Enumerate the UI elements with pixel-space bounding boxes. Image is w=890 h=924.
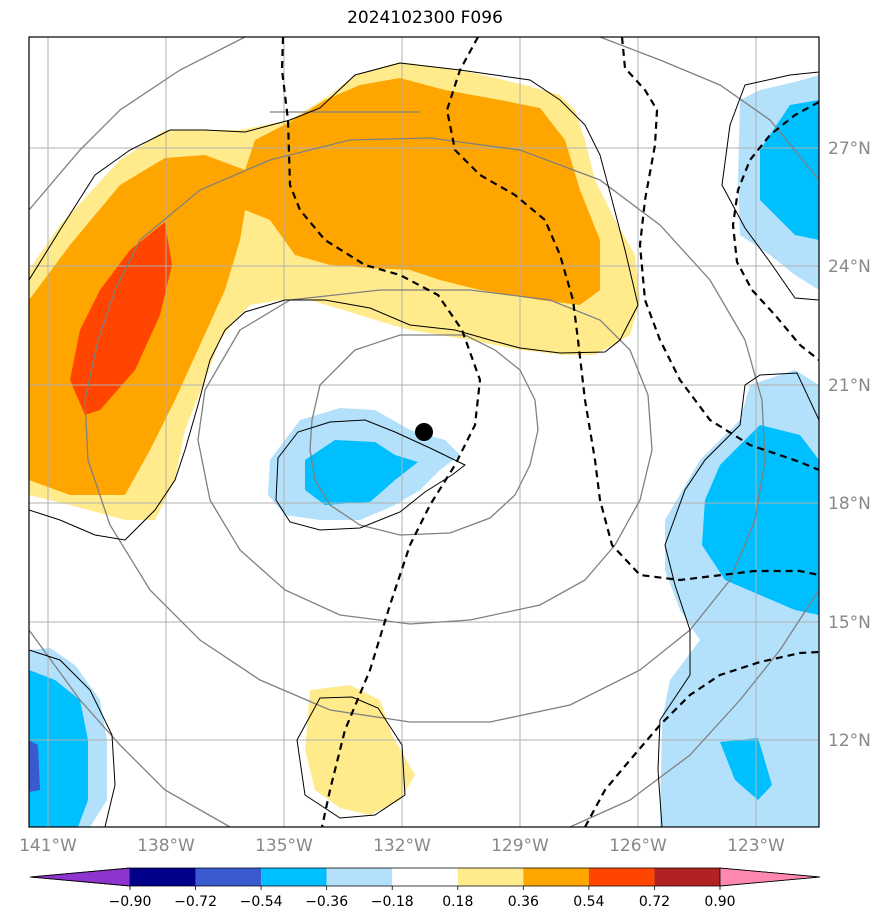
lon-label: 141°W bbox=[19, 836, 77, 856]
colorbar-tick-label: −0.54 bbox=[240, 894, 283, 910]
colorbar-segment bbox=[654, 868, 720, 886]
gridlines bbox=[29, 37, 819, 827]
colorbar-segment bbox=[523, 868, 589, 886]
dashed-contour-5 bbox=[584, 650, 819, 827]
shade-orange-main bbox=[29, 78, 600, 495]
colorbar-tick-label: 0.72 bbox=[639, 894, 670, 910]
dashed-contour-1 bbox=[280, 37, 482, 827]
colorbar-tick-label: −0.90 bbox=[109, 894, 152, 910]
lat-label: 27°N bbox=[828, 139, 871, 159]
colorbar: −0.90 −0.72 −0.54 −0.36 −0.18 0.18 0.36 0.54 0.7… bbox=[29, 867, 821, 910]
shade-blue-se bbox=[720, 738, 772, 800]
shade-yellow-south bbox=[305, 685, 415, 815]
colorbar-tick-label: −0.72 bbox=[174, 894, 217, 910]
lat-label: 24°N bbox=[828, 257, 871, 277]
colorbar-tick-label: −0.18 bbox=[371, 894, 414, 910]
gray-contour-4 bbox=[29, 37, 246, 211]
colorbar-tick-label: 0.90 bbox=[704, 894, 735, 910]
shading-negative bbox=[29, 75, 819, 827]
shade-purple-sw bbox=[29, 740, 40, 792]
colorbar-extend-low bbox=[29, 867, 131, 887]
colorbar-segment bbox=[195, 868, 262, 886]
lat-label: 18°N bbox=[828, 494, 871, 514]
lat-label: 15°N bbox=[828, 613, 871, 633]
dashed-contours bbox=[280, 37, 819, 827]
gray-contour-1 bbox=[309, 334, 539, 536]
colorbar-segment bbox=[130, 868, 196, 886]
colorbar-tick-label: 0.36 bbox=[508, 894, 539, 910]
latitude-labels: 27°N 24°N 21°N 18°N 15°N 12°N bbox=[828, 139, 871, 751]
dashed-contour-4 bbox=[731, 101, 819, 361]
black-contour-east bbox=[657, 372, 819, 827]
lon-label: 135°W bbox=[255, 836, 313, 856]
dashed-contour-2 bbox=[445, 37, 819, 582]
storm-center-marker bbox=[415, 423, 433, 441]
gray-contour-2 bbox=[197, 289, 653, 625]
colorbar-tick-label: 0.18 bbox=[442, 894, 473, 910]
lon-label: 129°W bbox=[491, 836, 549, 856]
colorbar-segment bbox=[261, 868, 327, 886]
black-contour-sw bbox=[29, 649, 116, 827]
lon-label: 123°W bbox=[727, 836, 785, 856]
shade-red bbox=[70, 222, 172, 415]
black-contour-south bbox=[296, 696, 406, 819]
shade-blue-sw bbox=[29, 670, 88, 827]
shade-blue-east bbox=[702, 425, 819, 615]
colorbar-segment bbox=[392, 868, 458, 886]
longitude-labels: 141°W 138°W 135°W 132°W 129°W 126°W 123°… bbox=[19, 836, 785, 856]
lon-label: 132°W bbox=[373, 836, 431, 856]
dashed-contour-3 bbox=[620, 37, 819, 472]
black-contour-ne bbox=[721, 71, 819, 301]
colorbar-tick-label: −0.36 bbox=[305, 894, 348, 910]
shade-blue-center bbox=[305, 440, 418, 505]
black-contour-center bbox=[275, 419, 466, 531]
gray-contour-7 bbox=[569, 589, 819, 827]
colorbar-segment bbox=[588, 868, 655, 886]
colorbar-segment bbox=[326, 868, 393, 886]
map-title: 2024102300 F096 bbox=[347, 8, 503, 28]
gray-contour-6 bbox=[599, 37, 819, 181]
lat-label: 21°N bbox=[828, 376, 871, 396]
gray-contour-5 bbox=[29, 629, 231, 827]
lon-label: 126°W bbox=[609, 836, 667, 856]
colorbar-tick-label: 0.54 bbox=[573, 894, 604, 910]
colorbar-extend-high bbox=[719, 867, 821, 887]
shading-positive bbox=[29, 62, 640, 815]
black-solid-contours bbox=[29, 62, 819, 827]
lat-label: 12°N bbox=[828, 731, 871, 751]
map-frame bbox=[28, 36, 820, 828]
lon-label: 138°W bbox=[137, 836, 195, 856]
colorbar-segment bbox=[457, 868, 524, 886]
black-contour-main bbox=[29, 62, 639, 541]
shade-blue-ne bbox=[760, 100, 819, 240]
